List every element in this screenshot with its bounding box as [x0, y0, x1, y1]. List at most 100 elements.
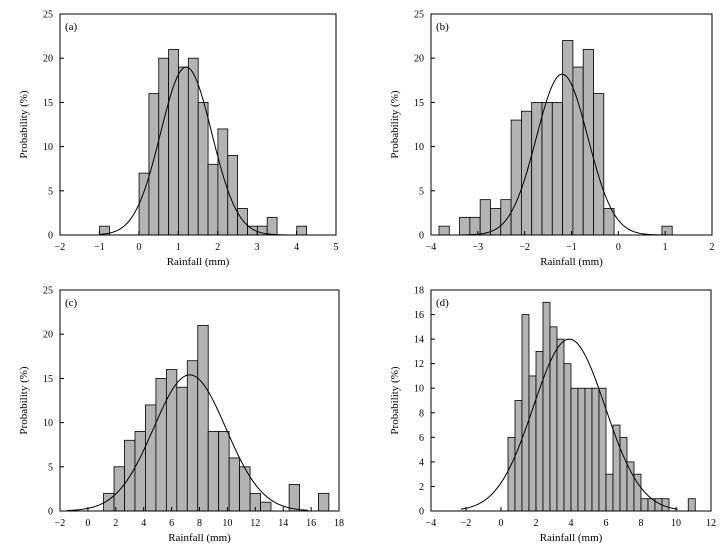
bar-c-10 — [197, 324, 209, 512]
bar-d-4 — [528, 375, 537, 512]
x-tick-label-a-5: 5 — [334, 242, 339, 253]
panel-label-a: (a) — [65, 21, 78, 33]
x-tick-label-c--2: −2 — [55, 518, 66, 529]
plot-frame-a — [59, 13, 337, 236]
bar-d-17 — [619, 436, 628, 512]
bar-b-14 — [582, 48, 594, 236]
bar-d-20 — [640, 498, 649, 512]
bar-c-17 — [288, 484, 300, 512]
y-tick-label-d-6: 6 — [419, 433, 424, 444]
y-tick-label-b-20: 20 — [414, 54, 424, 65]
bar-d-10 — [570, 387, 579, 512]
y-tick-label-d-14: 14 — [414, 335, 424, 346]
y-tick-label-d-18: 18 — [414, 286, 424, 297]
bar-d-15 — [605, 473, 614, 512]
bar-a-7 — [187, 57, 199, 236]
y-tick-label-d-2: 2 — [419, 482, 424, 493]
bar-a-3 — [148, 93, 160, 236]
x-tick-label-c-4: 4 — [141, 518, 146, 529]
x-tick-label-b-1: 1 — [663, 242, 668, 253]
bar-b-4 — [479, 199, 491, 236]
x-tick-label-a-2: 2 — [215, 242, 220, 253]
x-tick-label-a-0: 0 — [136, 242, 141, 253]
bar-a-6 — [178, 66, 189, 236]
x-tick-label-c-16: 16 — [306, 518, 316, 529]
bar-c-6 — [155, 377, 167, 512]
panel-d: −4 −2 0 2 4 6 8 10 12 0 2 4 6 8 10 12 14 16 18 (d) Rainfall … — [389, 286, 716, 545]
bar-a-12 — [237, 208, 248, 236]
bar-d-24 — [687, 498, 696, 512]
y-tick-label-a-15: 15 — [43, 98, 53, 109]
x-tick-label-a-1: 1 — [176, 242, 181, 253]
y-tick-label-c-10: 10 — [43, 418, 53, 429]
y-tick-label-c-0: 0 — [48, 507, 53, 518]
y-tick-label-a-5: 5 — [48, 186, 53, 197]
bar-d-9 — [563, 363, 572, 512]
y-tick-label-b-10: 10 — [414, 142, 424, 153]
panel-label-b: (b) — [436, 21, 449, 33]
panel-label-d: (d) — [436, 297, 449, 309]
y-tick-label-d-8: 8 — [419, 408, 424, 419]
x-tick-label-d-4: 4 — [569, 518, 574, 529]
y-tick-label-d-16: 16 — [414, 310, 424, 321]
x-tick-label-d-8: 8 — [639, 518, 644, 529]
x-tick-label-d--4: −4 — [426, 518, 437, 529]
bar-b-11 — [551, 102, 563, 236]
bar-a-8 — [197, 102, 209, 236]
bar-b-7 — [510, 119, 522, 236]
bar-c-12 — [218, 431, 230, 512]
x-tick-label-d-0: 0 — [499, 518, 504, 529]
bar-c-16 — [260, 501, 272, 512]
bar-b-1 — [438, 225, 450, 236]
x-tick-label-c-10: 10 — [222, 518, 232, 529]
x-tick-label-c-14: 14 — [278, 518, 288, 529]
bar-d-12 — [584, 387, 593, 512]
x-tick-label-d-6: 6 — [604, 518, 609, 529]
bar-c-18 — [318, 492, 330, 512]
y-tick-label-a-0: 0 — [48, 231, 53, 242]
bar-d-3 — [521, 314, 530, 512]
x-tick-label-b--2: −2 — [519, 242, 530, 253]
bar-d-2 — [514, 400, 523, 512]
x-tick-label-a-3: 3 — [255, 242, 260, 253]
y-tick-label-a-20: 20 — [43, 54, 53, 65]
x-tick-label-b--1: −1 — [566, 242, 577, 253]
bar-d-13 — [591, 387, 600, 512]
x-tick-label-c-0: 0 — [85, 518, 90, 529]
x-tick-label-c-18: 18 — [334, 518, 344, 529]
bar-c-11 — [207, 431, 220, 512]
bar-c-2 — [113, 466, 125, 512]
bar-a-9 — [207, 163, 219, 236]
x-tick-label-c-8: 8 — [197, 518, 202, 529]
x-tick-label-b--3: −3 — [473, 242, 484, 253]
x-tick-label-c-2: 2 — [113, 518, 118, 529]
y-tick-label-c-15: 15 — [43, 374, 53, 385]
bar-a-4 — [158, 57, 170, 236]
y-tick-label-d-12: 12 — [414, 359, 424, 370]
bar-d-11 — [577, 387, 586, 512]
y-axis-label-c: Probability (%) — [18, 366, 30, 434]
fit-curve-d — [460, 338, 678, 510]
y-tick-label-b-25: 25 — [414, 10, 424, 21]
x-tick-label-c-6: 6 — [169, 518, 174, 529]
x-axis-label-c: Rainfall (mm) — [168, 532, 231, 544]
x-tick-label-c-12: 12 — [250, 518, 260, 529]
bar-c-9 — [186, 360, 199, 512]
panel-label-c: (c) — [65, 297, 78, 309]
x-tick-label-d--2: −2 — [461, 518, 472, 529]
bar-d-18 — [626, 461, 635, 512]
bar-b-12 — [562, 40, 574, 236]
y-tick-label-d-4: 4 — [419, 457, 424, 468]
bar-d-5 — [535, 350, 544, 512]
y-tick-label-c-25: 25 — [43, 286, 53, 297]
x-tick-label-d-2: 2 — [534, 518, 539, 529]
bar-d-1 — [507, 436, 516, 512]
x-axis-label-d: Rainfall (mm) — [540, 532, 603, 544]
x-tick-label-b-0: 0 — [616, 242, 621, 253]
y-tick-label-a-10: 10 — [43, 142, 53, 153]
y-tick-label-b-0: 0 — [419, 231, 424, 242]
panel-a: −2 −1 0 1 2 3 4 5 0 5 10 15 20 25 (a) Rainfall (mm) Prob… — [18, 10, 339, 269]
